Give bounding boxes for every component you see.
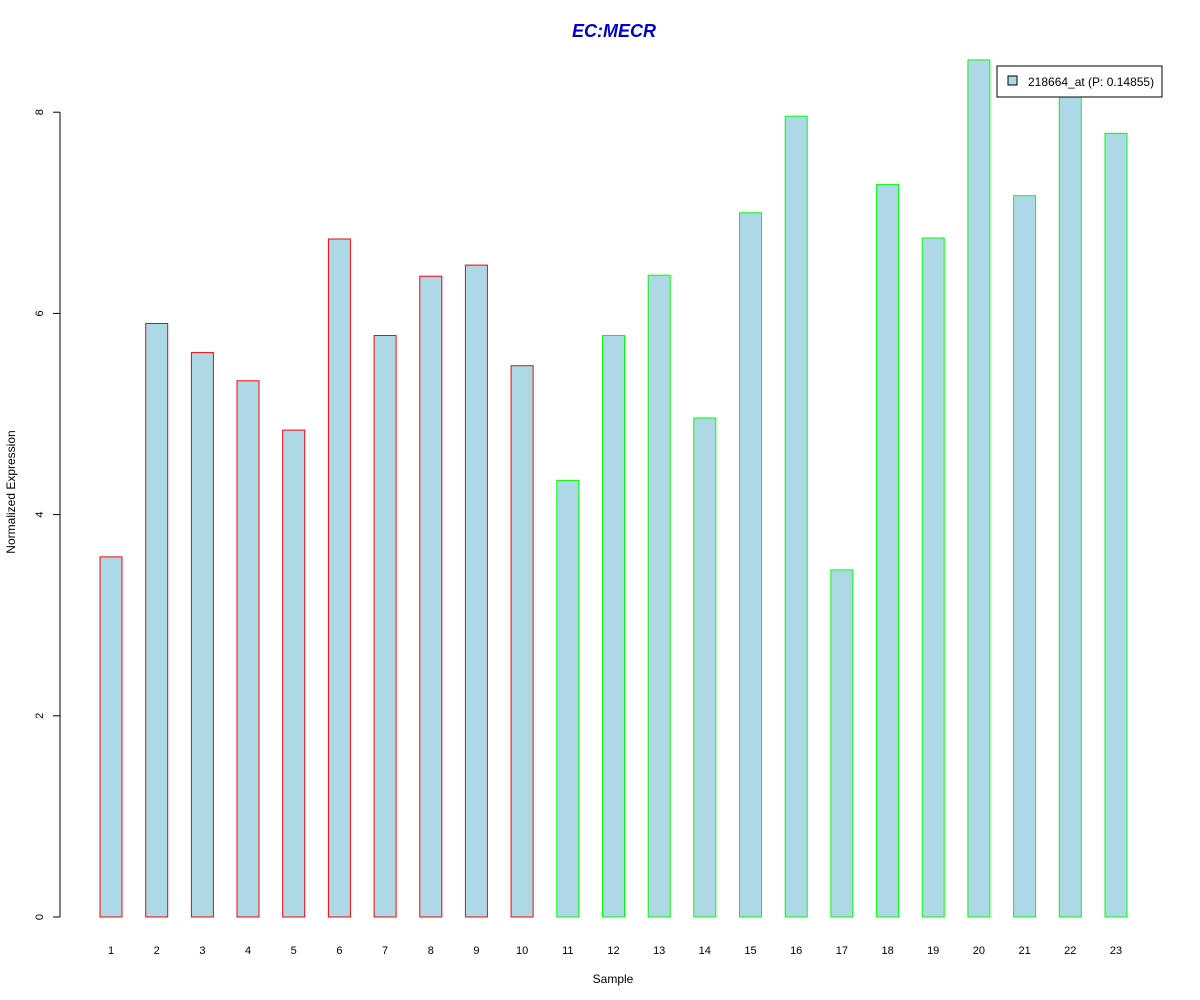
chart-title: EC:MECR xyxy=(572,21,656,41)
x-tick-label: 12 xyxy=(607,945,619,957)
bar xyxy=(1013,195,1037,918)
x-tick-label: 2 xyxy=(154,945,160,957)
bar xyxy=(876,184,900,918)
bar xyxy=(282,429,306,918)
bar xyxy=(464,264,488,918)
x-tick-label: 19 xyxy=(927,945,939,957)
x-tick-label: 4 xyxy=(245,945,251,957)
x-tick-label: 23 xyxy=(1110,945,1122,957)
x-tick-label: 16 xyxy=(790,945,802,957)
bars-group xyxy=(99,59,1128,918)
bar xyxy=(99,556,123,918)
bar xyxy=(1104,132,1128,918)
y-axis: 0 2 4 6 8 xyxy=(34,109,61,920)
legend-box xyxy=(996,65,1163,98)
y-axis-label: Normalized Expression xyxy=(4,430,18,553)
x-tick-label: 9 xyxy=(473,945,479,957)
x-tick-label: 18 xyxy=(881,945,893,957)
x-tick-label: 5 xyxy=(291,945,297,957)
bar xyxy=(1058,87,1082,918)
y-tick-label: 2 xyxy=(34,713,46,719)
x-tick-label: 21 xyxy=(1018,945,1030,957)
y-tick-label: 6 xyxy=(34,310,46,316)
bar xyxy=(190,352,214,918)
bar xyxy=(830,569,854,918)
x-tick-label: 22 xyxy=(1064,945,1076,957)
x-tick-label: 10 xyxy=(516,945,528,957)
x-tick-label: 7 xyxy=(382,945,388,957)
y-tick-label: 4 xyxy=(34,512,46,518)
x-tick-label: 1 xyxy=(108,945,114,957)
bar xyxy=(967,59,991,918)
bar xyxy=(556,479,580,918)
bar xyxy=(419,275,443,918)
x-tick-label: 17 xyxy=(836,945,848,957)
x-tick-label: 8 xyxy=(428,945,434,957)
bar xyxy=(739,212,762,918)
legend: 218664_at (P: 0.14855) xyxy=(996,65,1163,98)
bar xyxy=(784,115,808,918)
bar xyxy=(236,380,260,918)
x-tick-labels: 1 2 3 4 5 6 7 8 9 10 11 12 13 14 15 16 17 18 19 20 21 22 23 xyxy=(108,945,1122,957)
x-tick-label: 14 xyxy=(699,945,711,957)
y-tick-label: 8 xyxy=(34,109,46,115)
bar xyxy=(145,323,169,918)
x-tick-label: 3 xyxy=(199,945,205,957)
x-tick-label: 6 xyxy=(336,945,342,957)
bar xyxy=(693,417,717,918)
legend-swatch xyxy=(1007,75,1018,86)
x-tick-label: 20 xyxy=(973,945,985,957)
bar xyxy=(327,238,351,918)
bar xyxy=(373,335,397,918)
x-tick-label: 15 xyxy=(744,945,756,957)
legend-label: 218664_at (P: 0.14855) xyxy=(1028,75,1154,89)
x-tick-label: 13 xyxy=(653,945,665,957)
bar xyxy=(602,335,625,918)
x-tick-label: 11 xyxy=(562,945,573,957)
bar xyxy=(647,274,671,918)
bar xyxy=(510,365,534,918)
bar xyxy=(921,237,945,918)
y-tick-label: 0 xyxy=(34,914,46,920)
x-axis-label: Sample xyxy=(593,972,634,986)
